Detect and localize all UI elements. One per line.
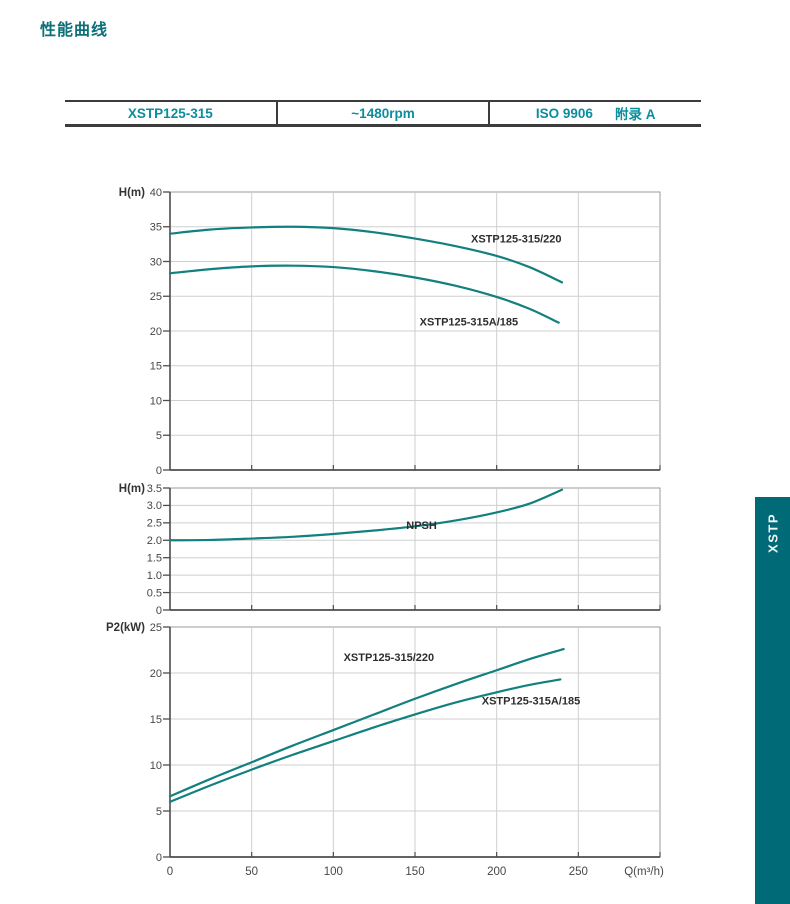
- y-tick-label: 25: [150, 622, 162, 634]
- y-axis-unit-label: P2(kW): [106, 622, 145, 634]
- y-tick-label: 40: [150, 187, 162, 199]
- x-tick-label: 0: [167, 866, 173, 878]
- header-cell-model: XSTP125-315: [65, 102, 276, 124]
- y-tick-label: 10: [150, 760, 162, 772]
- page-title: 性能曲线: [40, 22, 109, 39]
- pump-curve: [168, 264, 560, 324]
- y-tick-label: 2.5: [147, 518, 162, 530]
- x-tick-label: 150: [405, 866, 424, 878]
- header-cell-speed: ~1480rpm: [275, 102, 489, 124]
- pump-curve: [168, 488, 564, 542]
- header-cell-standard: ISO 9906 附录 A: [488, 102, 701, 124]
- curve-label: XSTP125-315A/185: [482, 695, 580, 707]
- y-tick-label: 1.0: [147, 570, 162, 582]
- y-tick-label: 20: [150, 668, 162, 680]
- header-table: XSTP125-315 ~1480rpm ISO 9906 附录 A: [65, 100, 701, 127]
- y-tick-label: 0.5: [147, 587, 162, 599]
- standard-code-label: ISO 9906: [535, 105, 593, 121]
- curve-label: XSTP125-315/220: [471, 234, 562, 246]
- pump-model-label: XSTP125-315: [127, 105, 213, 121]
- y-tick-label: 10: [150, 395, 162, 407]
- pump-curve: [168, 678, 562, 803]
- y-tick-label: 0: [156, 465, 162, 477]
- curve-label: NPSH: [406, 520, 437, 532]
- y-tick-label: 5: [156, 806, 162, 818]
- y-tick-label: 15: [150, 714, 162, 726]
- y-axis-unit-label: H(m): [119, 483, 145, 495]
- y-tick-label: 1.5: [147, 553, 162, 565]
- standard-appendix-label: 附录 A: [614, 107, 656, 122]
- y-tick-label: 20: [150, 326, 162, 338]
- y-tick-label: 2.0: [147, 535, 162, 547]
- x-tick-label: 250: [569, 866, 588, 878]
- pump-curve: [168, 647, 565, 798]
- curve-label: XSTP125-315/220: [344, 652, 435, 664]
- chart-power: 0 5 10 15 20 25 P2(kW) XSTP125-315/220 XSTP125-3…: [106, 622, 661, 864]
- chart-npsh: 0 0.5 1.0 1.5 2.0 2.5 3.0 3.5H(m) NPSH: [119, 483, 661, 617]
- pump-curve: [168, 225, 564, 284]
- y-tick-label: 0: [156, 605, 162, 617]
- chart-head: 0 5 10 15 20 25 30 35 40 H(m) XSTP125-315/220 XSTP1…: [119, 187, 661, 477]
- y-tick-label: 5: [156, 430, 162, 442]
- pump-speed-label: ~1480rpm: [351, 105, 415, 121]
- y-axis-unit-label: H(m): [119, 187, 145, 199]
- x-axis-unit-label: Q(m³/h): [624, 866, 664, 878]
- y-tick-label: 0: [156, 852, 162, 864]
- x-tick-label: 50: [245, 866, 258, 878]
- x-tick-label: 200: [487, 866, 506, 878]
- y-tick-label: 15: [150, 361, 162, 373]
- curve-label: XSTP125-315A/185: [420, 316, 518, 328]
- x-tick-label: 100: [324, 866, 343, 878]
- y-tick-label: 35: [150, 222, 162, 234]
- y-tick-label: 30: [150, 256, 162, 268]
- y-tick-label: 3.0: [147, 500, 162, 512]
- side-tab-xstp: XSTP: [755, 497, 790, 904]
- y-tick-label: 25: [150, 291, 162, 303]
- y-tick-label: 3.5: [147, 483, 162, 495]
- side-tab-label: XSTP: [765, 513, 780, 553]
- x-axis-labels: 0 50 100 150 200 250 Q(m³/h): [167, 866, 664, 878]
